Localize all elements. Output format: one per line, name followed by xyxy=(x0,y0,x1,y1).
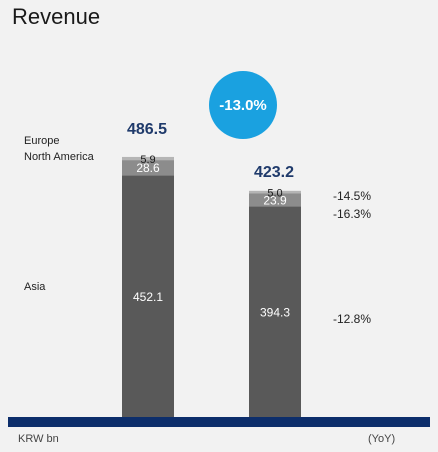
bar-segment-north-america xyxy=(122,160,174,176)
bar-segment-north-america xyxy=(249,193,301,207)
bar-value-label: 394.3 xyxy=(260,306,290,320)
yoy-asia: -12.8% xyxy=(333,312,372,326)
legend-europe: Europe xyxy=(24,135,60,147)
chart-title: Revenue xyxy=(12,4,101,29)
bar-value-label: 28.6 xyxy=(136,161,160,175)
bar-value-label: 5.0 xyxy=(267,188,282,200)
bar-value-label: 452.1 xyxy=(133,290,163,304)
yoy-north-america: -16.3% xyxy=(333,207,372,221)
bar-segment-europe xyxy=(249,190,301,194)
bar-total-label: 486.5 xyxy=(126,121,168,138)
legend-north-america: North America xyxy=(24,151,94,163)
bar-total-label: 423.2 xyxy=(253,164,295,181)
bar-segment-asia xyxy=(249,206,301,417)
yoy-europe: -14.5% xyxy=(333,189,372,203)
bar-value-label: 5.9 xyxy=(140,154,155,166)
chart-baseline xyxy=(8,417,430,427)
bar-value-label: 23.9 xyxy=(263,193,287,207)
yoy-change-badge: -13.0% xyxy=(209,71,277,139)
yoy-footer-label: (YoY) xyxy=(368,433,396,445)
legend-asia: Asia xyxy=(24,281,46,293)
bar-segment-asia xyxy=(122,175,174,417)
bar-segment-europe xyxy=(122,156,174,161)
unit-label: KRW bn xyxy=(18,433,59,445)
